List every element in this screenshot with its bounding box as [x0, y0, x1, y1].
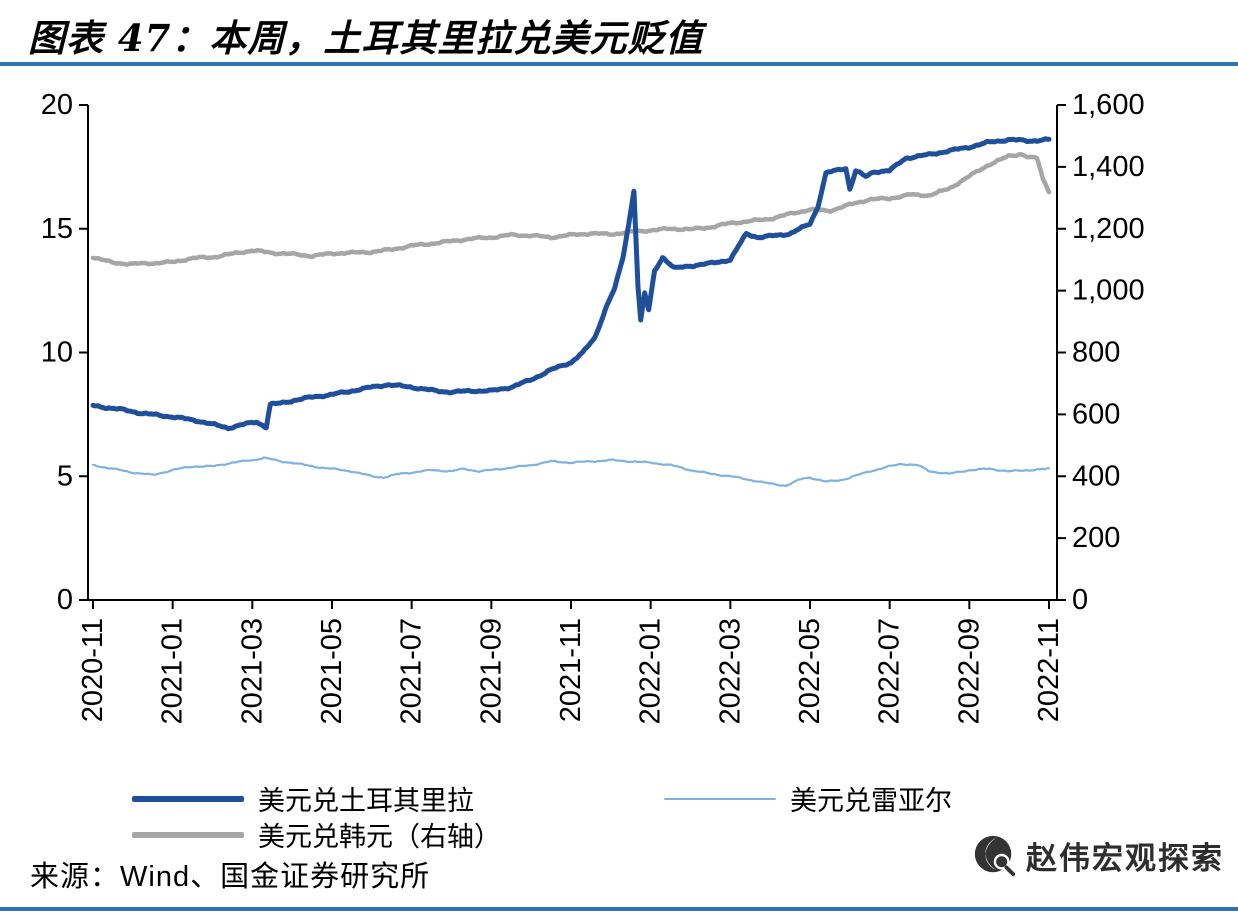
- legend-line-swatch: [132, 795, 244, 802]
- axis-labels: 0510152002004006008001,0001,2001,4001,60…: [41, 89, 1145, 724]
- bottom-divider: [0, 907, 1238, 911]
- x-axis-tick-label: 2021-03: [236, 618, 268, 724]
- chart-legend: 美元兑土耳其里拉 美元兑韩元（右轴） 美元兑雷亚尔: [132, 782, 952, 852]
- series-line-3: [91, 456, 1051, 487]
- right-axis-tick-label: 1,400: [1072, 151, 1145, 183]
- series-line-1: [90, 136, 1052, 432]
- series-line-2: [90, 152, 1052, 267]
- legend-line-swatch: [132, 831, 244, 838]
- left-axis-tick-label: 0: [57, 584, 73, 616]
- legend-item: 美元兑雷亚尔: [664, 782, 952, 816]
- x-axis-tick-label: 2022-01: [635, 618, 667, 724]
- x-axis-tick-label: 2021-07: [396, 618, 428, 724]
- legend-column-right: 美元兑雷亚尔: [664, 782, 952, 816]
- left-axis-tick-label: 20: [41, 89, 73, 121]
- watermark: 赵伟宏观探索: [971, 832, 1224, 878]
- legend-label: 美元兑韩元（右轴）: [258, 822, 501, 852]
- right-axis-tick-label: 400: [1072, 460, 1120, 492]
- left-axis-tick-label: 15: [41, 213, 73, 245]
- legend-item: 美元兑韩元（右轴）: [132, 818, 664, 852]
- x-axis-tick-label: 2022-07: [874, 618, 906, 724]
- x-axis-tick-label: 2021-05: [316, 618, 348, 724]
- x-axis-tick-label: 2021-09: [475, 618, 507, 724]
- x-axis-tick-label: 2022-09: [953, 618, 985, 724]
- legend-line-swatch: [664, 797, 776, 800]
- legend-label: 美元兑雷亚尔: [790, 786, 952, 816]
- left-axis-tick-label: 5: [57, 460, 73, 492]
- source-line: 来源：Wind、国金证券研究所: [30, 861, 431, 893]
- chart-svg: 0510152002004006008001,0001,2001,4001,60…: [41, 89, 1145, 724]
- legend-label: 美元兑土耳其里拉: [258, 786, 474, 816]
- magnifier-globe-icon: [974, 835, 1016, 877]
- x-axis-tick-label: 2022-03: [714, 618, 746, 724]
- right-axis-tick-label: 200: [1072, 522, 1120, 554]
- axes: [87, 105, 1058, 601]
- right-axis-tick-label: 1,200: [1072, 213, 1145, 245]
- x-axis-tick-label: 2021-01: [157, 618, 189, 724]
- right-axis-tick-label: 1,600: [1072, 89, 1145, 121]
- right-axis-tick-label: 800: [1072, 337, 1120, 369]
- watermark-text: 赵伟宏观探索: [1026, 840, 1224, 876]
- x-axis-tick-label: 2022-05: [794, 618, 826, 724]
- x-axis-tick-label: 2020-11: [77, 618, 109, 722]
- right-axis-tick-label: 0: [1072, 584, 1088, 616]
- legend-item: 美元兑土耳其里拉: [132, 782, 664, 816]
- left-axis-tick-label: 10: [41, 337, 73, 369]
- tick-marks: [79, 104, 1066, 609]
- right-axis-tick-label: 600: [1072, 398, 1120, 430]
- right-axis-tick-label: 1,000: [1072, 275, 1145, 307]
- top-divider: [0, 62, 1238, 66]
- x-axis-tick-label: 2021-11: [555, 618, 587, 722]
- legend-column-left: 美元兑土耳其里拉 美元兑韩元（右轴）: [132, 782, 664, 852]
- figure-title: 图表 47：本周，土耳其里拉兑美元贬值: [28, 16, 704, 60]
- x-axis-tick-label: 2022-11: [1033, 618, 1065, 722]
